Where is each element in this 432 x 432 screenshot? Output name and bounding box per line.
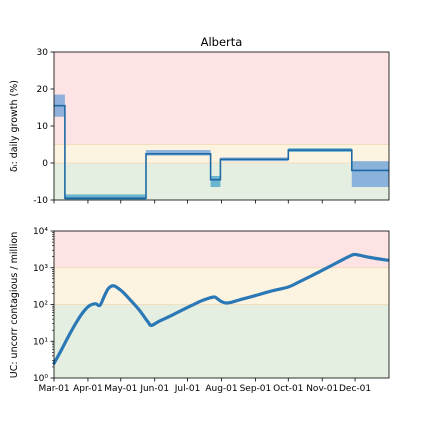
growth-y-tick-label: 20 (37, 85, 49, 95)
x-tick-label: Sep-01 (240, 384, 272, 394)
x-tick-label: Jul-01 (174, 384, 201, 394)
contagious-zone-2 (54, 304, 389, 378)
contagious-y-tick-label: 10² (33, 301, 48, 311)
contagious-zone-0 (54, 231, 389, 268)
x-tick-label: Dec-01 (339, 384, 371, 394)
growth-zone-0 (54, 52, 389, 145)
growth-confidence-band (351, 161, 389, 188)
growth-confidence-band (145, 150, 211, 156)
contagious-y-tick-label: 10⁴ (33, 227, 48, 237)
growth-y-tick-label: -10 (33, 196, 48, 206)
x-tick-label: Nov-01 (306, 384, 338, 394)
growth-rate-line (54, 104, 389, 199)
x-tick-label: Aug-01 (205, 384, 237, 394)
contagious-y-tick-label: 10¹ (33, 337, 48, 347)
x-tick-label: Mar-01 (38, 384, 69, 394)
growth-confidence-band (210, 175, 221, 188)
growth-confidence-band (64, 194, 146, 200)
contagious-y-tick-label: 10⁰ (33, 374, 48, 384)
x-tick-label: May-01 (104, 384, 137, 394)
contagious-panel: 10⁰ 10¹ 10² 10³ 10⁴ Mar-01 Apr-01 May-01 Jun-01… (9, 227, 390, 394)
x-tick-label: Jun-01 (139, 384, 169, 394)
contagious-line (52, 252, 390, 365)
chart-title: Alberta (201, 35, 243, 49)
growth-y-tick-label: 0 (42, 159, 48, 169)
contagious-y-axis-label: UC: uncorr contagious / million (9, 232, 20, 379)
growth-zone-2 (54, 163, 389, 200)
growth-y-tick-label: 30 (37, 48, 49, 58)
growth-y-tick-label: 10 (37, 122, 49, 132)
growth-panel: -10 0 10 20 30 Alberta δᵢ: daily growth (%) (9, 35, 390, 206)
x-tick-label: Oct-01 (273, 384, 303, 394)
x-tick-label: Apr-01 (73, 384, 103, 394)
growth-y-axis-label: δᵢ: daily growth (%) (9, 80, 20, 172)
contagious-y-tick-label: 10³ (33, 264, 48, 274)
